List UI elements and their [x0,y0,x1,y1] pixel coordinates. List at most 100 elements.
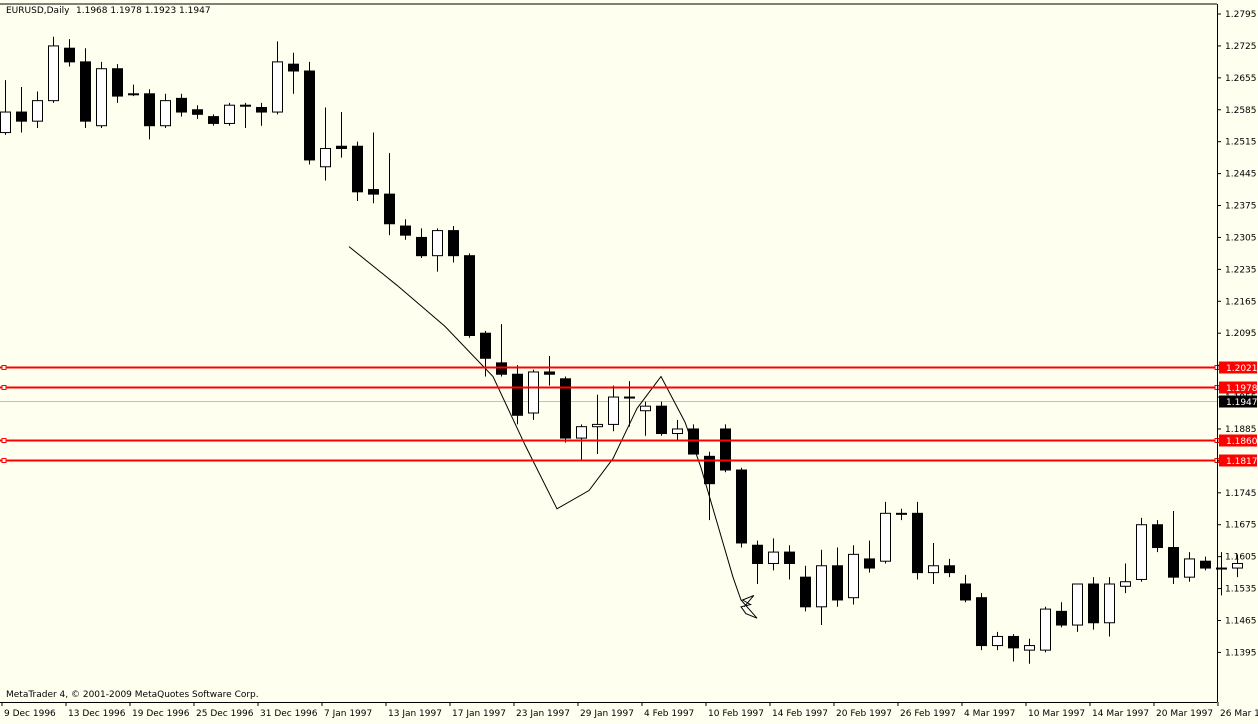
level-price-badge [1219,454,1257,467]
time-tick-label: 26 Mar 1997 [1220,709,1258,719]
candle-body [1200,560,1211,569]
candle-body [144,93,155,127]
candle [544,356,555,386]
candle-body [992,635,1003,647]
candle [528,369,539,420]
time-tick-label: 4 Mar 1997 [964,709,1015,719]
candle-body [1136,524,1147,580]
candle [128,84,139,97]
candle [16,86,27,133]
level-price-label: 1.1860 [1226,437,1258,447]
candle-body [256,106,267,113]
price-tick-label: 1.1745 [1225,489,1257,499]
candle-body [624,396,635,399]
candle-body [576,426,587,439]
candle [960,574,971,603]
candle [224,102,235,126]
candle-body [512,373,523,416]
candle [1024,638,1035,664]
candle-body [272,61,283,113]
candle-body [736,469,747,544]
candle [656,401,667,436]
level-line-handle [1,438,7,443]
candle [1216,552,1227,596]
candle-body [128,93,139,96]
current-price-label: 1.1947 [1226,398,1258,408]
candle [816,549,827,626]
level-price-badge [1219,361,1257,374]
candle [976,593,987,651]
candle [496,324,507,377]
candle [1168,511,1179,585]
candle [1056,602,1067,628]
candle [752,540,763,585]
level-price-label: 1.1817 [1226,457,1258,467]
candle [416,228,427,258]
price-tick-label: 1.1395 [1225,648,1257,658]
time-tick-label: 14 Feb 1997 [772,709,828,719]
price-tick-label: 1.2095 [1225,329,1257,339]
candle-body [832,565,843,601]
candle [400,219,411,240]
candle-body [0,111,11,134]
candle [160,93,171,129]
candle [880,501,891,564]
candle-body [912,512,923,574]
candle-body [416,236,427,257]
price-tick-label: 1.2655 [1225,74,1257,84]
candle-body [944,565,955,574]
candle-body [976,597,987,647]
candle-body [816,565,827,608]
candle-body [464,255,475,336]
time-tick-label: 10 Mar 1997 [1028,709,1085,719]
candle-body [64,47,75,63]
candle-body [320,148,331,168]
price-tick-label: 1.2445 [1225,170,1257,180]
candle [1072,583,1083,632]
candle-body [704,455,715,485]
candle-body [672,428,683,435]
candle [480,330,491,377]
candle-body [160,100,171,127]
level-line-handle [1,365,7,370]
price-tick-label: 1.1605 [1225,553,1257,563]
candle [928,542,939,585]
candle-body [1104,583,1115,624]
candle-body [16,111,27,122]
time-tick-label: 23 Jan 1997 [516,709,570,719]
candle [1088,577,1099,630]
time-tick-label: 29 Jan 1997 [580,709,634,719]
time-tick-label: 13 Jan 1997 [388,709,442,719]
candle-body [224,104,235,124]
candle-body [1008,635,1019,649]
candle-body [480,332,491,359]
candle-body [1184,558,1195,578]
candle-body [528,371,539,414]
candle [336,112,347,158]
candle [304,61,315,165]
candle [368,132,379,204]
candle [672,419,683,441]
candle-body [880,512,891,562]
candle [1040,606,1051,653]
time-tick-label: 20 Mar 1997 [1156,709,1213,719]
candle [1120,563,1131,594]
level-line-handle [1,458,7,463]
candle [1008,634,1019,662]
level-price-label: 1.2021 [1226,364,1258,374]
candle-body [304,70,315,161]
time-tick-label: 31 Dec 1996 [260,709,318,719]
candle [1200,556,1211,571]
candle-body [176,97,187,113]
candle [784,545,795,580]
candle [432,228,443,272]
freehand-drawing [348,246,758,619]
candle-body [752,544,763,564]
chart-ohlc-label: 1.1968 1.1978 1.1923 1.1947 [76,6,211,16]
candle [384,153,395,236]
level-price-label: 1.1978 [1226,384,1258,394]
candle-body [112,68,123,97]
candle [896,508,907,521]
